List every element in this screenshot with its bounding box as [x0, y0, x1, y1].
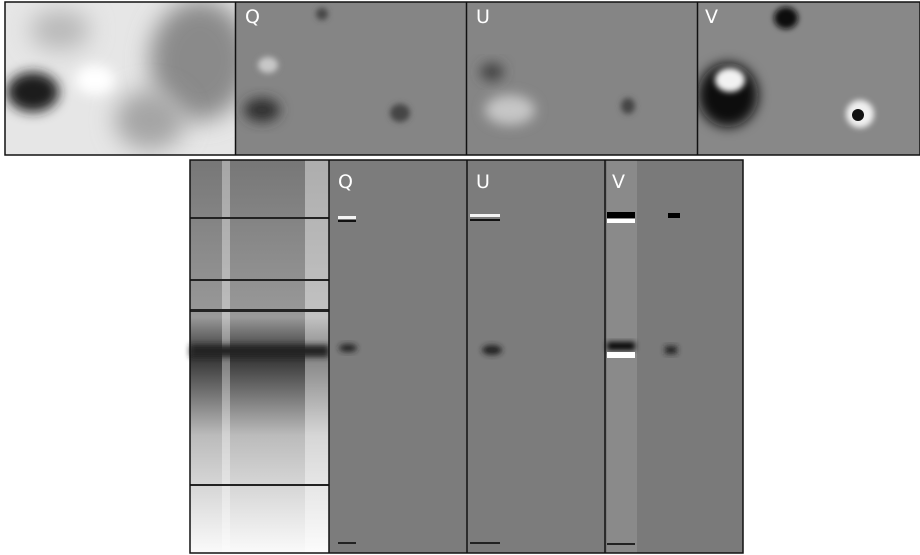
- stokes-label: V: [705, 6, 718, 28]
- v-spectrum: [605, 160, 743, 553]
- page: Q U V Q U V (() => { co: [0, 0, 920, 555]
- stokes-label: V: [612, 171, 625, 193]
- intensity-spectrum: [190, 160, 329, 553]
- q-map: [236, 2, 466, 155]
- q-spectrum: [329, 160, 467, 553]
- stokes-label: Q: [245, 6, 260, 28]
- stokes-label: U: [476, 171, 490, 193]
- stokes-label: U: [476, 6, 490, 28]
- u-map: [467, 2, 697, 155]
- u-spectrum: [467, 160, 605, 553]
- v-map: [698, 2, 920, 155]
- intensity-map: [5, 0, 250, 155]
- stokes-figure: Q U V Q U V: [0, 0, 920, 555]
- stokes-label: Q: [338, 171, 353, 193]
